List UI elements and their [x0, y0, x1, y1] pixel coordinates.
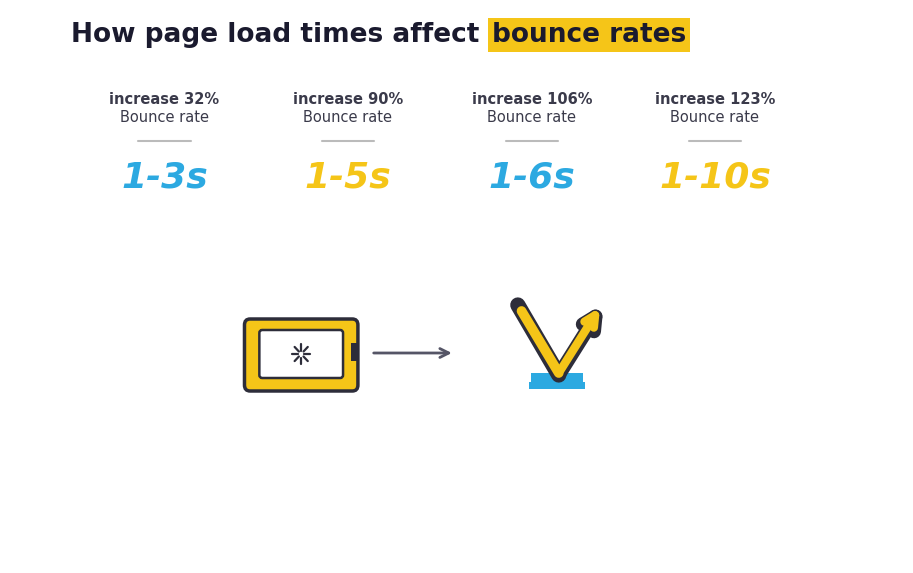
Text: bounce rates: bounce rates	[492, 22, 686, 48]
Bar	[530, 373, 582, 383]
Text: Bounce rate: Bounce rate	[670, 111, 760, 125]
Bar	[352, 343, 358, 361]
Text: 1-10s: 1-10s	[659, 161, 771, 195]
FancyBboxPatch shape	[259, 330, 343, 378]
Text: increase 90%: increase 90%	[292, 92, 403, 108]
Text: Bounce rate: Bounce rate	[303, 111, 393, 125]
Text: increase 32%: increase 32%	[110, 92, 220, 108]
Text: How page load times affect: How page load times affect	[70, 22, 488, 48]
Text: Bounce rate: Bounce rate	[488, 111, 576, 125]
FancyBboxPatch shape	[245, 319, 358, 391]
Text: increase 123%: increase 123%	[655, 92, 775, 108]
Text: 1-6s: 1-6s	[488, 161, 575, 195]
Text: increase 106%: increase 106%	[471, 92, 592, 108]
Text: Bounce rate: Bounce rate	[120, 111, 209, 125]
Bar	[529, 382, 585, 389]
Text: 1-5s: 1-5s	[304, 161, 391, 195]
Text: 1-3s: 1-3s	[121, 161, 208, 195]
